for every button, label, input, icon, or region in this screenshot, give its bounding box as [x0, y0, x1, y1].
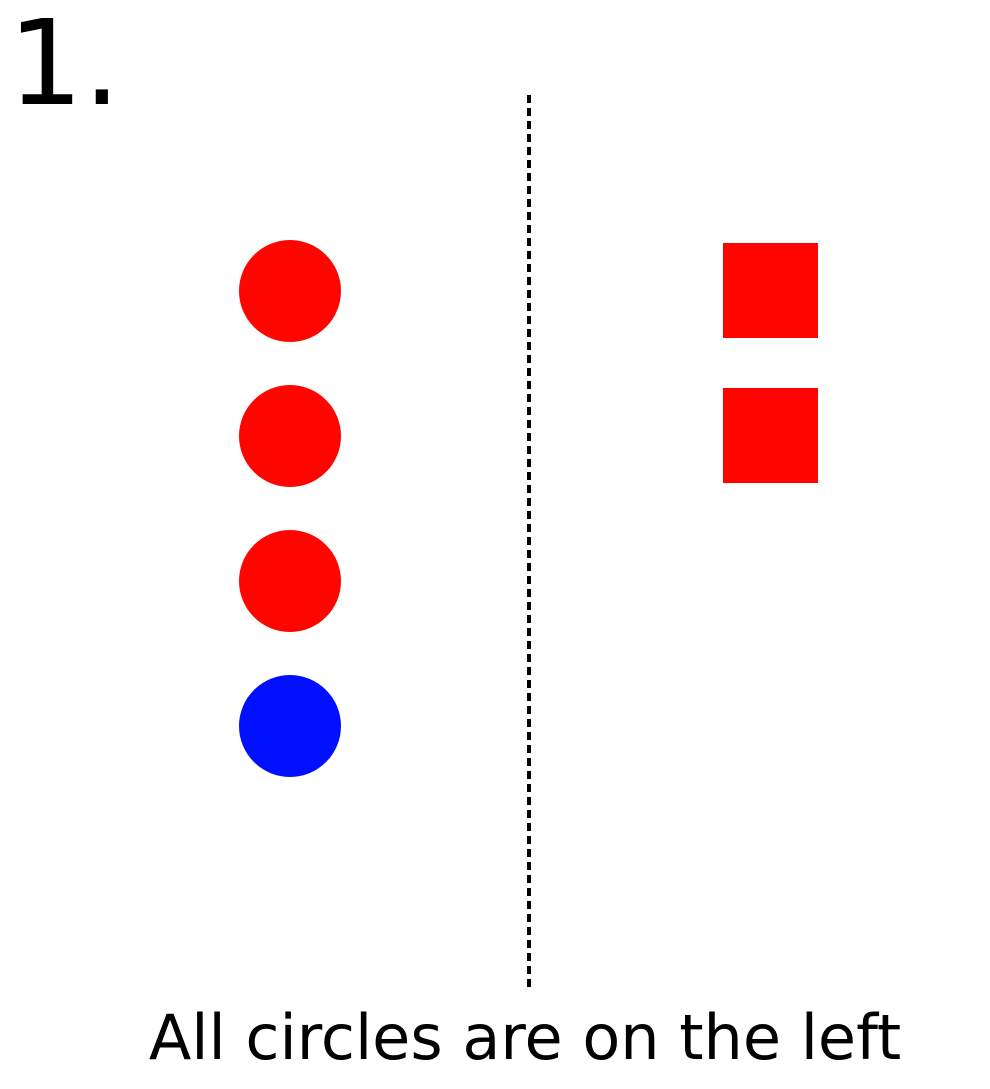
left-group-circles	[239, 240, 341, 777]
red-circle-1	[239, 240, 341, 342]
blue-circle-4	[239, 675, 341, 777]
red-square-1	[723, 243, 818, 338]
figure-number-label: 1.	[8, 0, 121, 132]
right-group-squares	[723, 243, 818, 483]
red-circle-2	[239, 385, 341, 487]
caption: All circles are on the left	[148, 1001, 902, 1074]
red-circle-3	[239, 530, 341, 632]
red-square-2	[723, 388, 818, 483]
